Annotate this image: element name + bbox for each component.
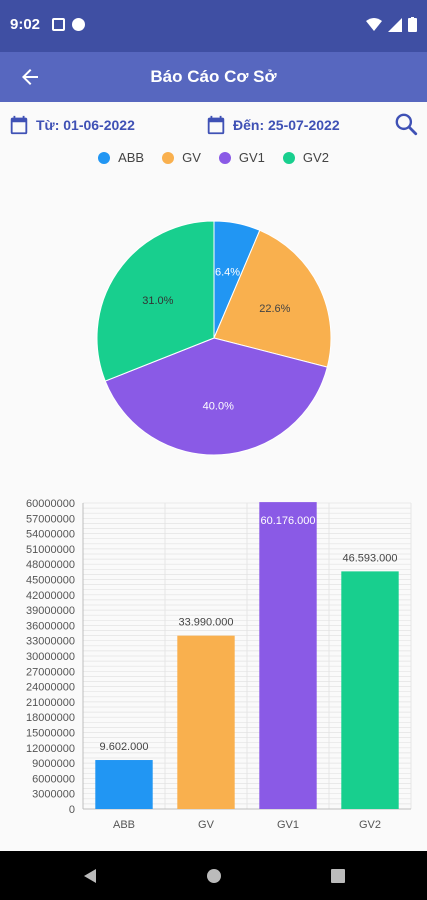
system-nav-bar [0, 851, 427, 900]
search-icon[interactable] [393, 111, 419, 137]
notification-f-icon [72, 18, 85, 31]
status-time: 9:02 [10, 16, 41, 33]
legend-label: GV1 [238, 150, 265, 165]
nav-home-icon[interactable] [206, 868, 222, 884]
y-tick-label: 27000000 [26, 666, 75, 678]
date-from-button[interactable]: Từ: 01-06-2022 [8, 112, 135, 138]
page-title: Báo Cáo Cơ Sở [150, 67, 277, 86]
y-tick-label: 30000000 [26, 651, 75, 663]
bar-abb[interactable] [95, 760, 153, 809]
y-tick-label: 18000000 [26, 712, 75, 724]
bar-data-label: 46.593.000 [342, 552, 397, 564]
bar-gv1[interactable] [259, 502, 317, 809]
pie-slice-gv1[interactable] [104, 337, 328, 456]
legend-item-gv2[interactable]: GV2 [282, 150, 329, 165]
calendar-icon [10, 115, 28, 135]
pie-slice-icon [282, 151, 295, 164]
legend-item-gv[interactable]: GV [162, 150, 201, 165]
bar-data-label: 9.602.000 [100, 741, 149, 753]
app-bar: Báo Cáo Cơ Sở [0, 52, 427, 102]
y-tick-label: 51000000 [26, 544, 75, 556]
status-bar: 9:02 [0, 0, 427, 52]
legend-label: ABB [118, 150, 145, 165]
legend-label: GV [182, 150, 201, 165]
bar-data-label: 33.990.000 [178, 617, 233, 629]
y-tick-label: 0 [69, 804, 75, 816]
y-tick-label: 15000000 [26, 728, 75, 740]
y-tick-label: 60000000 [26, 498, 75, 510]
pie-slice-icon [98, 151, 111, 164]
date-to-button[interactable]: Đến: 25-07-2022 [205, 112, 340, 138]
y-tick-label: 39000000 [26, 605, 75, 617]
wifi-icon [366, 17, 382, 31]
y-tick-label: 9000000 [32, 758, 75, 770]
legend-item-abb[interactable]: ABB [98, 150, 144, 165]
y-tick-label: 48000000 [26, 559, 75, 571]
nav-back-icon[interactable] [82, 868, 98, 884]
battery-icon [408, 17, 417, 32]
x-tick-label: GV [198, 819, 215, 831]
bar-data-label: 60.176.000 [260, 515, 315, 527]
pie-slice-gv[interactable] [213, 229, 332, 368]
y-tick-label: 21000000 [26, 697, 75, 709]
cell-signal-icon [388, 17, 402, 32]
pie-data-label: 31.0% [142, 295, 173, 307]
x-tick-label: GV2 [359, 819, 381, 831]
calendar-icon [207, 115, 225, 135]
y-tick-label: 33000000 [26, 636, 75, 648]
nav-recents-icon[interactable] [330, 868, 346, 884]
y-tick-label: 54000000 [26, 529, 75, 541]
y-tick-label: 6000000 [32, 773, 75, 785]
date-from-label: Từ: 01-06-2022 [36, 117, 135, 133]
y-tick-label: 42000000 [26, 590, 75, 602]
pie-data-label: 6.4% [215, 267, 240, 279]
legend-item-gv1[interactable]: GV1 [218, 150, 265, 165]
date-to-label: Đến: 25-07-2022 [233, 117, 340, 133]
y-tick-label: 3000000 [32, 789, 75, 801]
chart-legend: ABB GV GV1 GV2 [0, 150, 427, 165]
pie-chart: 6.4% 22.6% 40.0% 31.0% [96, 220, 332, 456]
legend-label: GV2 [302, 150, 329, 165]
arrow-left-icon[interactable] [18, 65, 42, 89]
pie-data-label: 40.0% [203, 401, 234, 413]
y-tick-label: 24000000 [26, 682, 75, 694]
y-tick-label: 45000000 [26, 575, 75, 587]
pie-slice-gv2[interactable] [96, 220, 215, 382]
notification-a-icon [52, 18, 65, 31]
x-tick-label: ABB [113, 819, 135, 831]
y-tick-label: 12000000 [26, 743, 75, 755]
pie-data-label: 22.6% [259, 303, 290, 315]
pie-slice-icon [162, 151, 175, 164]
pie-slice-icon [218, 151, 231, 164]
bar-chart: 0 3000000 6000000 9000000 12000000 15000000 18… [26, 498, 412, 831]
x-tick-label: GV1 [277, 819, 299, 831]
bar-gv2[interactable] [341, 571, 399, 809]
y-tick-label: 36000000 [26, 620, 75, 632]
y-tick-label: 57000000 [26, 513, 75, 525]
bar-gv[interactable] [177, 635, 235, 809]
